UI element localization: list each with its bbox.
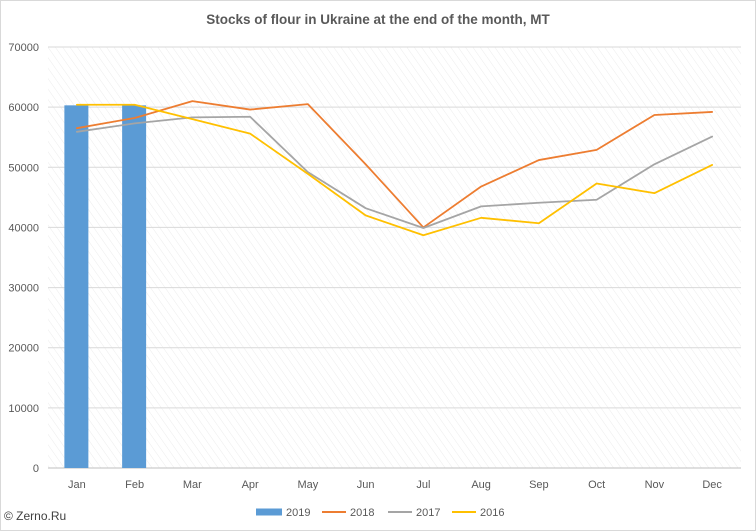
- series-line-2017: [75, 115, 714, 229]
- legend-label-2018: 2018: [350, 507, 374, 519]
- x-tick-label: May: [297, 479, 318, 491]
- x-tick-label: Jan: [68, 479, 86, 491]
- legend: 2019 2018 2017 2016: [256, 507, 504, 519]
- bar-2019-feb: [122, 105, 147, 469]
- series-line-2016: [75, 103, 714, 237]
- y-axis-ticks: 0 10000 20000 30000 40000 50000 60000 70000: [8, 42, 39, 475]
- x-tick-label: Sep: [529, 479, 549, 491]
- y-tick-label: 40000: [8, 222, 39, 234]
- series-line-2018: [75, 100, 714, 229]
- y-tick-label: 70000: [8, 42, 39, 54]
- y-tick-label: 20000: [8, 343, 39, 355]
- y-tick-label: 10000: [8, 403, 39, 415]
- y-tick-label: 60000: [8, 102, 39, 114]
- bars: [64, 105, 147, 469]
- x-tick-label: Mar: [183, 479, 202, 491]
- x-tick-label: Jul: [416, 479, 430, 491]
- legend-swatch-2019: [256, 508, 282, 516]
- copyright-text: © Zerno.Ru: [4, 509, 67, 523]
- x-tick-label: Dec: [702, 479, 722, 491]
- gridlines: [48, 46, 741, 469]
- legend-label-2019: 2019: [286, 507, 310, 519]
- x-tick-label: Oct: [588, 479, 605, 491]
- x-tick-label: Feb: [125, 479, 144, 491]
- x-tick-label: Apr: [242, 479, 259, 491]
- lines: [75, 100, 714, 237]
- x-tick-label: Nov: [645, 479, 665, 491]
- plot-area: [48, 47, 741, 468]
- y-tick-label: 0: [33, 463, 39, 475]
- y-tick-label: 30000: [8, 283, 39, 295]
- x-axis-ticks: Jan Feb Mar Apr May Jun Jul Aug Sep Oct Nov Dec: [68, 479, 722, 491]
- chart-title: Stocks of flour in Ukraine at the end of…: [206, 12, 550, 27]
- legend-label-2016: 2016: [480, 507, 504, 519]
- y-tick-label: 50000: [8, 162, 39, 174]
- bar-2019-jan: [64, 105, 89, 469]
- x-tick-label: Aug: [471, 479, 491, 491]
- x-tick-label: Jun: [357, 479, 375, 491]
- legend-label-2017: 2017: [416, 507, 440, 519]
